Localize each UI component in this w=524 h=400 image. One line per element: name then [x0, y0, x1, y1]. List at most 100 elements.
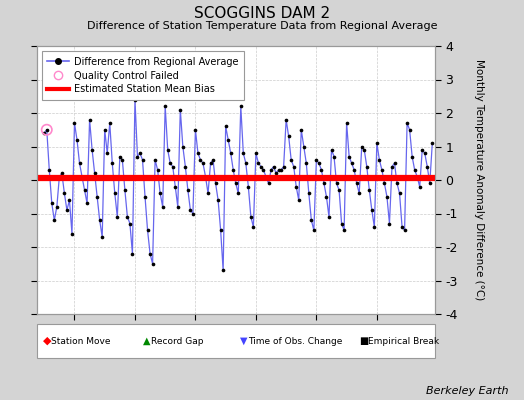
- Point: [42, 126, 51, 133]
- Point: [179, 143, 187, 150]
- Point: [146, 250, 154, 257]
- Point: [226, 150, 235, 156]
- Point: [121, 187, 129, 193]
- Point: [272, 170, 280, 176]
- Point: [312, 157, 321, 163]
- Point: [355, 190, 364, 197]
- Point: [262, 174, 270, 180]
- Point: [275, 167, 283, 173]
- Point: [70, 120, 79, 126]
- Point: [310, 227, 318, 234]
- Point: [304, 190, 313, 197]
- Point: [75, 160, 84, 166]
- Text: Record Gap: Record Gap: [151, 336, 203, 346]
- Point: [219, 267, 227, 274]
- Point: [416, 184, 424, 190]
- Point: [95, 217, 104, 223]
- Point: [154, 167, 162, 173]
- Point: [194, 150, 202, 156]
- Point: [171, 184, 179, 190]
- Point: [83, 200, 91, 207]
- Point: [277, 167, 285, 173]
- Point: [186, 207, 194, 213]
- Point: [126, 220, 134, 227]
- Point: [184, 187, 192, 193]
- Point: [98, 234, 106, 240]
- Point: [91, 170, 99, 176]
- Point: [398, 224, 406, 230]
- Point: [267, 167, 275, 173]
- Point: [335, 187, 343, 193]
- Point: [290, 163, 298, 170]
- Point: [388, 163, 396, 170]
- Point: [161, 103, 169, 110]
- Text: ◆: ◆: [43, 336, 51, 346]
- Point: [403, 120, 411, 126]
- Point: [287, 157, 296, 163]
- Text: ■: ■: [359, 336, 369, 346]
- Point: [380, 180, 389, 186]
- Point: [347, 160, 356, 166]
- Point: [408, 153, 417, 160]
- Point: [252, 150, 260, 156]
- Point: [166, 160, 174, 166]
- Point: [320, 180, 328, 186]
- Point: [63, 207, 71, 213]
- Point: [52, 204, 61, 210]
- Point: [259, 167, 268, 173]
- Point: [40, 130, 48, 136]
- Point: [103, 150, 112, 156]
- Point: [357, 143, 366, 150]
- Point: [50, 217, 59, 223]
- Legend: Difference from Regional Average, Quality Control Failed, Estimated Station Mean: Difference from Regional Average, Qualit…: [41, 51, 244, 100]
- Point: [196, 157, 205, 163]
- Text: ▲: ▲: [143, 336, 150, 346]
- Point: [173, 204, 182, 210]
- Point: [375, 157, 384, 163]
- Point: [148, 260, 157, 267]
- Point: [353, 180, 361, 186]
- Point: [111, 190, 119, 197]
- Point: [201, 174, 210, 180]
- Text: Empirical Break: Empirical Break: [368, 336, 440, 346]
- Point: [204, 190, 212, 197]
- Point: [80, 187, 89, 193]
- Point: [395, 190, 403, 197]
- Point: [421, 150, 429, 156]
- Point: [131, 96, 139, 103]
- Point: [144, 227, 152, 234]
- Point: [425, 180, 434, 186]
- Point: [101, 126, 109, 133]
- Point: [93, 194, 101, 200]
- Point: [211, 180, 220, 186]
- Point: [400, 227, 409, 234]
- Point: [264, 180, 272, 186]
- Point: [413, 174, 421, 180]
- Point: [181, 163, 190, 170]
- Point: [328, 147, 336, 153]
- Point: [393, 180, 401, 186]
- Point: [209, 157, 217, 163]
- Text: SCOGGINS DAM 2: SCOGGINS DAM 2: [194, 6, 330, 21]
- Point: [300, 143, 308, 150]
- Point: [151, 157, 159, 163]
- Point: [322, 194, 331, 200]
- Point: [234, 190, 243, 197]
- Point: [118, 157, 127, 163]
- Point: [330, 153, 338, 160]
- Point: [337, 220, 346, 227]
- Point: [66, 197, 74, 203]
- Point: [390, 160, 399, 166]
- Point: [350, 167, 358, 173]
- Point: [113, 214, 122, 220]
- Point: [315, 160, 323, 166]
- Point: [55, 174, 63, 180]
- Point: [294, 197, 303, 203]
- Point: [232, 180, 240, 186]
- Point: [169, 163, 177, 170]
- Point: [363, 163, 371, 170]
- Point: [206, 160, 215, 166]
- Point: [342, 120, 351, 126]
- Point: [332, 180, 341, 186]
- Point: [214, 197, 222, 203]
